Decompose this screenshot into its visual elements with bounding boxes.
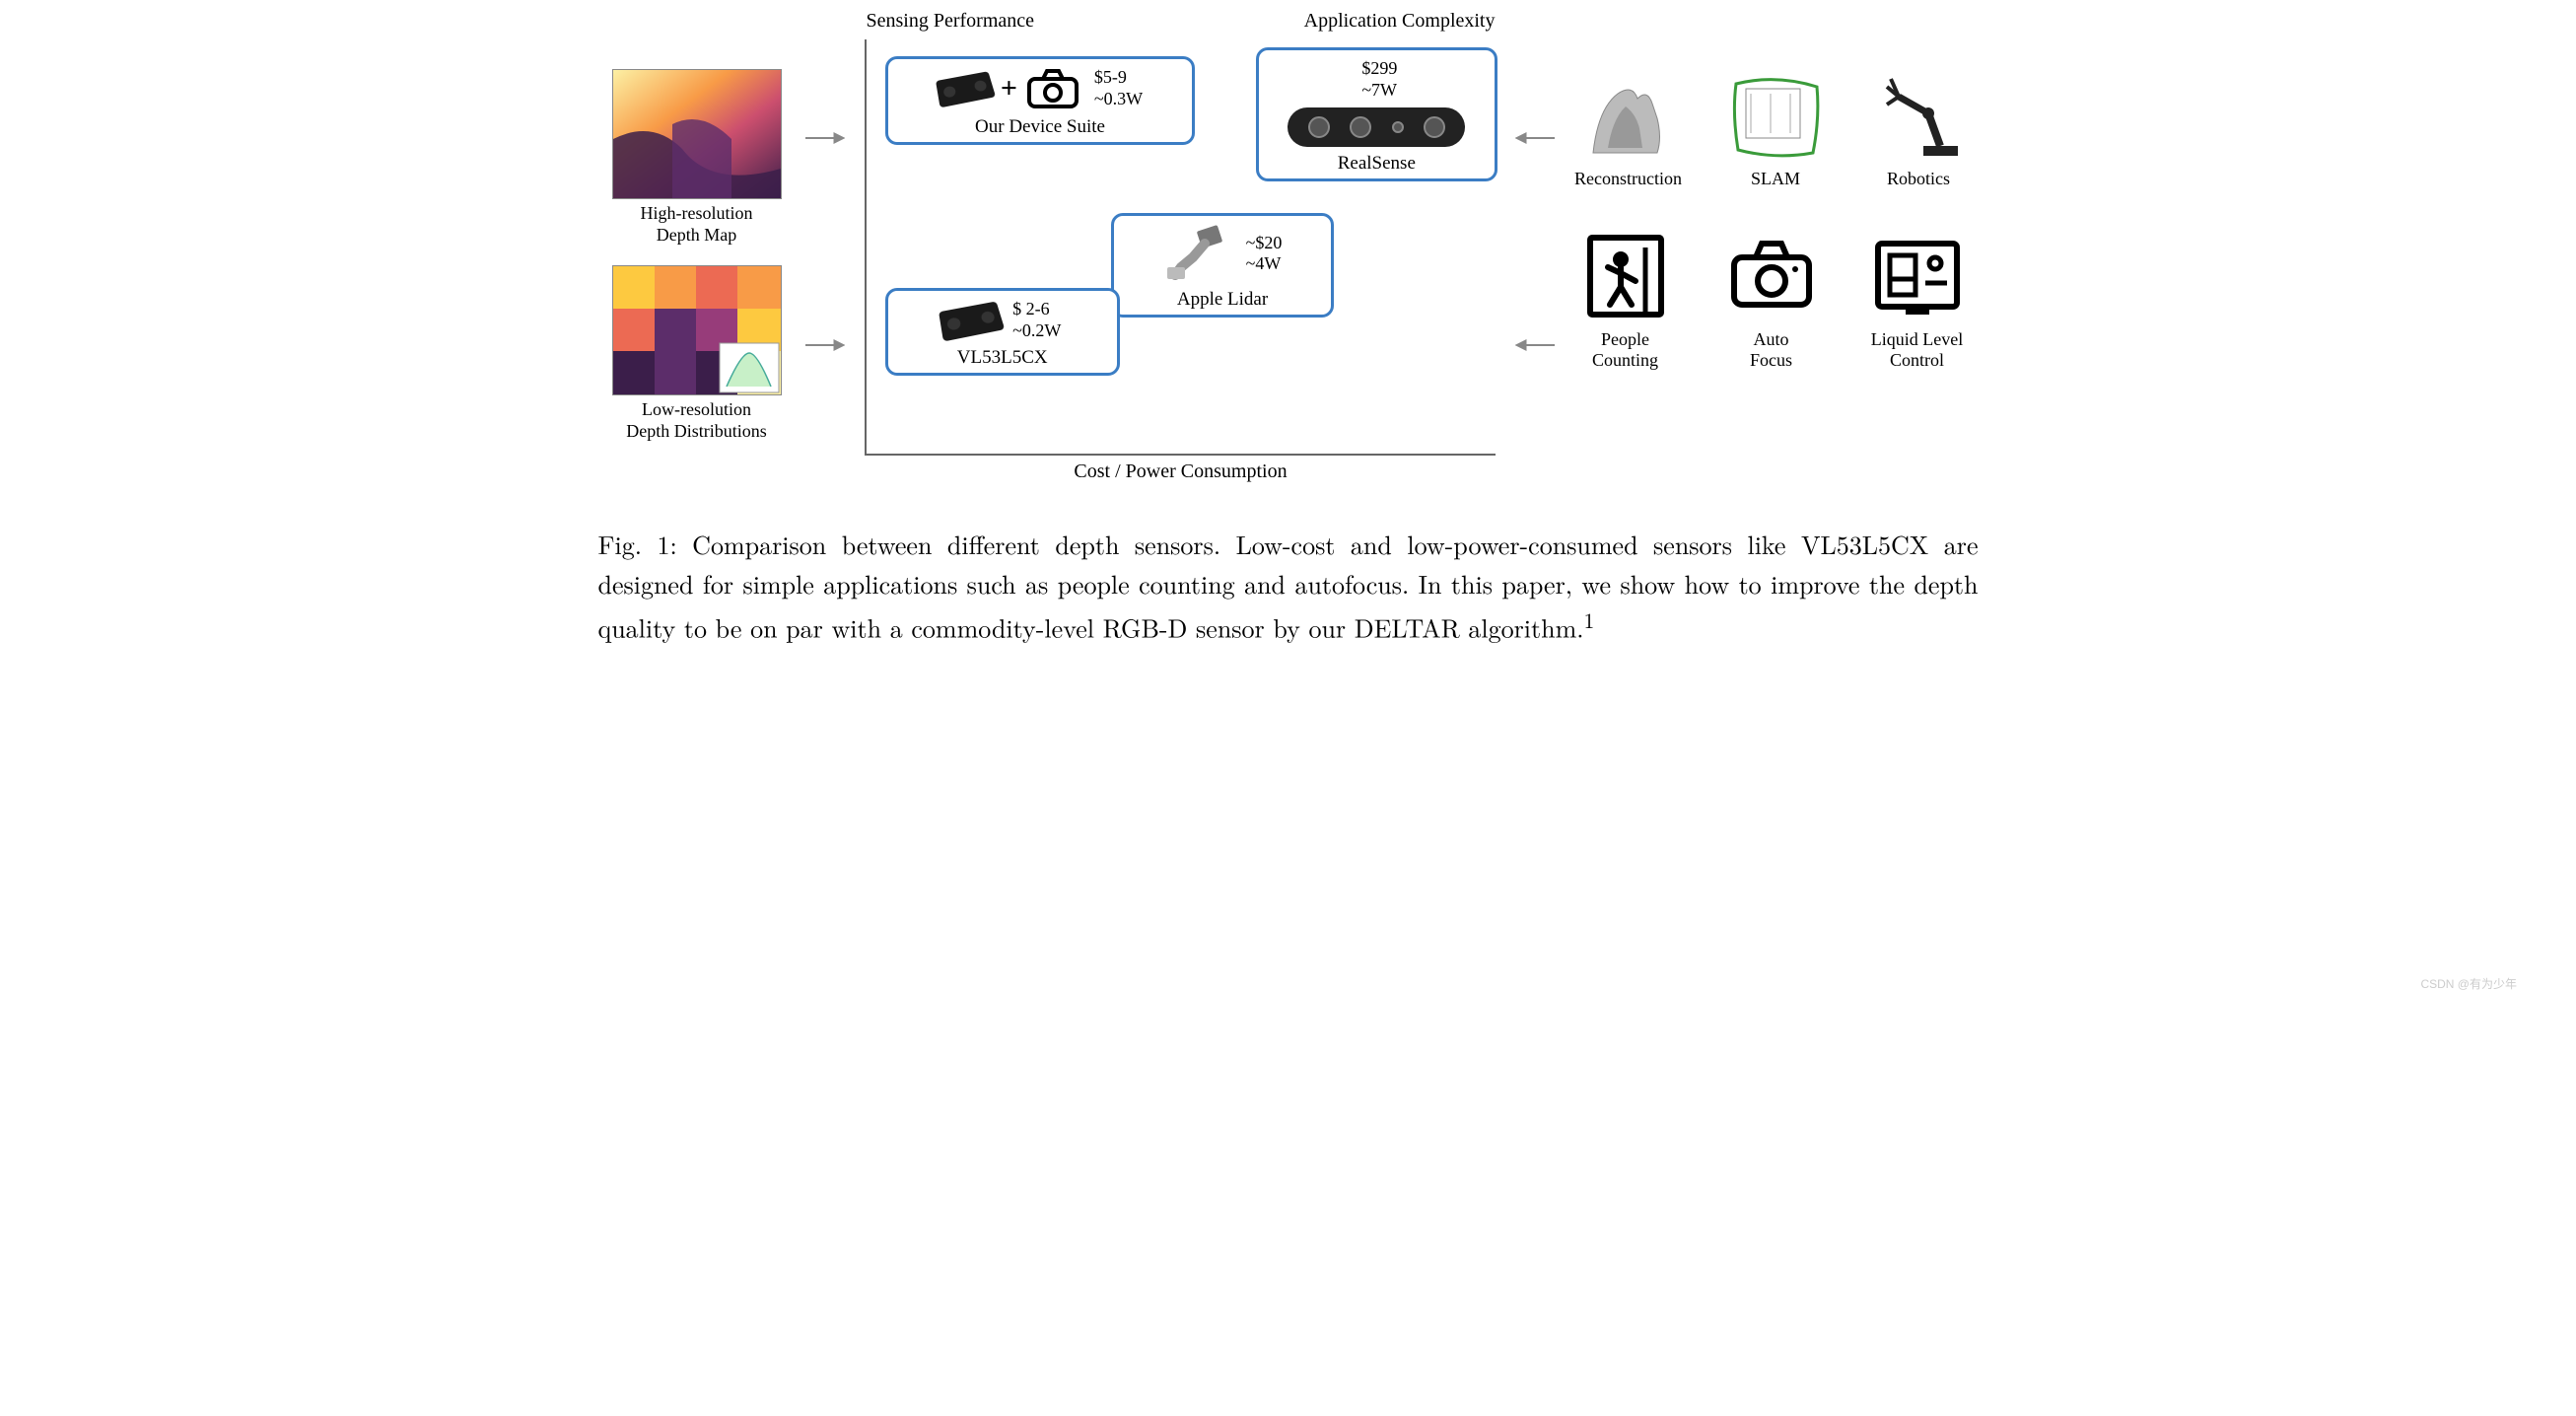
caption-text: Fig. 1: Comparison between different dep… xyxy=(598,526,1979,645)
plus-icon: + xyxy=(1001,72,1017,106)
ours-price: $5-9 xyxy=(1094,67,1143,89)
app-autofocus-label: AutoFocus xyxy=(1750,329,1792,372)
right-column: Reconstruction SLAM xyxy=(1565,39,1979,456)
device-box-realsense: $299 ~7W RealSense xyxy=(1256,47,1497,180)
device-box-apple: ~$20 ~4W Apple Lidar xyxy=(1111,213,1333,318)
figure-container: High-resolutionDepth Map xyxy=(598,39,1979,648)
chip-icon xyxy=(936,71,996,107)
ours-power: ~0.3W xyxy=(1094,89,1143,110)
low-res-block: Low-resolutionDepth Distributions xyxy=(612,265,782,442)
vl53-title: VL53L5CX xyxy=(957,347,1048,369)
app-reconstruction-label: Reconstruction xyxy=(1574,169,1682,190)
autofocus-icon xyxy=(1722,230,1821,323)
realsense-icon xyxy=(1288,107,1465,147)
axis-label-cost: Cost / Power Consumption xyxy=(1074,460,1287,483)
low-res-heatmap-icon xyxy=(613,266,781,394)
ours-title: Our Device Suite xyxy=(975,116,1105,138)
caption-footnote: 1 xyxy=(1583,605,1594,635)
camera-icon xyxy=(1025,67,1080,110)
device-box-vl53: $ 2-6 ~0.2W VL53L5CX xyxy=(885,288,1120,376)
realsense-price: $299 xyxy=(1361,58,1397,80)
device-box-ours: + $5-9 ~0.3W Our Device Suite xyxy=(885,56,1196,145)
apple-lidar-icon xyxy=(1163,224,1232,283)
slam-icon xyxy=(1726,69,1825,163)
vl53-power: ~0.2W xyxy=(1012,320,1061,342)
vl53-chip-icon xyxy=(939,301,1005,341)
app-people-counting-label: PeopleCounting xyxy=(1592,329,1658,372)
left-column: High-resolutionDepth Map xyxy=(598,39,796,456)
app-liquid-level-label: Liquid LevelControl xyxy=(1871,329,1963,372)
high-res-heatmap-icon xyxy=(613,70,781,198)
vl53-price: $ 2-6 xyxy=(1012,299,1061,320)
app-slam: SLAM xyxy=(1726,69,1825,190)
app-autofocus: AutoFocus xyxy=(1722,230,1821,372)
chart-area: Sensing Performance Application Complexi… xyxy=(865,39,1496,456)
left-arrows-icon xyxy=(805,39,845,454)
axis-label-complexity: Application Complexity xyxy=(1304,10,1496,33)
app-robotics-label: Robotics xyxy=(1887,169,1950,190)
apple-price: ~$20 xyxy=(1246,233,1283,254)
figure-caption: Fig. 1: Comparison between different dep… xyxy=(598,525,1979,648)
liquid-level-icon xyxy=(1868,230,1967,323)
watermark: CSDN @有为少年 xyxy=(2420,975,2517,992)
app-reconstruction: Reconstruction xyxy=(1574,69,1682,190)
realsense-power: ~7W xyxy=(1361,80,1397,102)
axis-label-sensing: Sensing Performance xyxy=(867,10,1035,33)
apps-bottom-row: PeopleCounting AutoFocus xyxy=(1565,230,1979,372)
app-people-counting: PeopleCounting xyxy=(1576,230,1675,372)
realsense-title: RealSense xyxy=(1338,153,1416,175)
low-res-depth-thumb xyxy=(612,265,782,395)
reconstruction-icon xyxy=(1578,69,1677,163)
apple-power: ~4W xyxy=(1246,253,1283,275)
people-counting-icon xyxy=(1576,230,1675,323)
apps-top-row: Reconstruction SLAM xyxy=(1565,69,1979,190)
robot-arm-icon xyxy=(1869,69,1968,163)
right-arrows-icon xyxy=(1515,39,1555,454)
diagram-row: High-resolutionDepth Map xyxy=(598,39,1979,456)
high-res-depth-thumb xyxy=(612,69,782,199)
high-res-block: High-resolutionDepth Map xyxy=(612,69,782,246)
apple-title: Apple Lidar xyxy=(1177,289,1268,311)
low-res-label: Low-resolutionDepth Distributions xyxy=(612,399,782,442)
app-slam-label: SLAM xyxy=(1751,169,1800,190)
high-res-label: High-resolutionDepth Map xyxy=(612,203,782,246)
app-robotics: Robotics xyxy=(1869,69,1968,190)
app-liquid-level: Liquid LevelControl xyxy=(1868,230,1967,372)
